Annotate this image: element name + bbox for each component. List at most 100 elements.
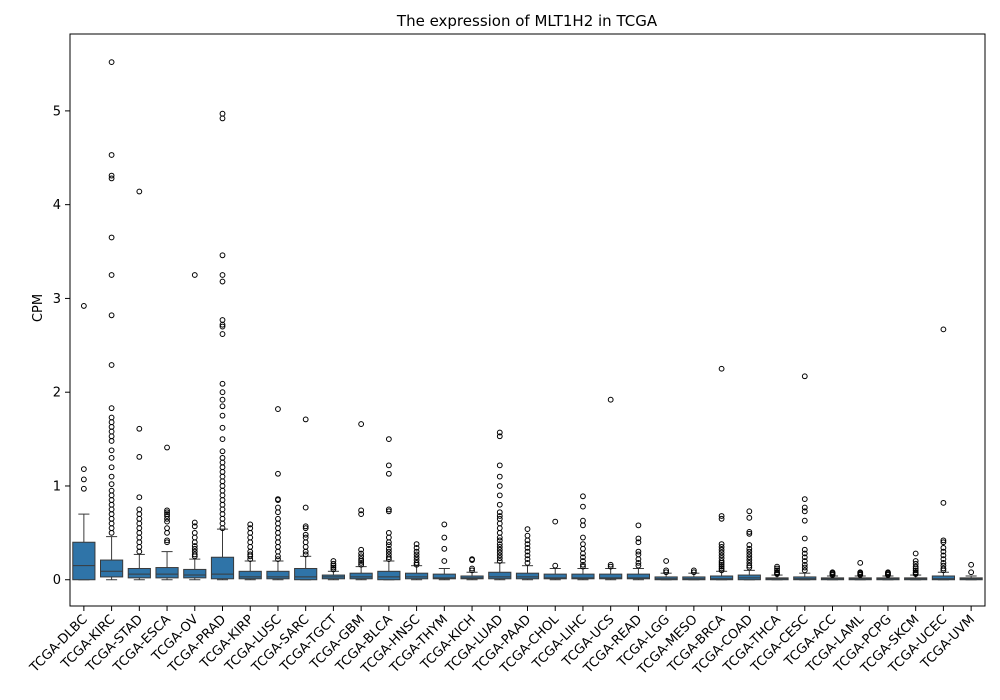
outlier-point [940, 544, 947, 551]
outlier-point [663, 567, 670, 574]
outlier-point [385, 556, 392, 563]
box-iqr [515, 572, 540, 580]
outlier-point [801, 504, 808, 511]
box-iqr [210, 556, 235, 580]
outlier-point [385, 529, 392, 536]
outlier-point [524, 541, 531, 548]
outlier-point [330, 562, 337, 569]
outlier-point [302, 531, 309, 538]
box-iqr [931, 575, 955, 581]
y-axis-label: CPM [31, 294, 46, 322]
outlier-point [441, 534, 448, 541]
outlier-point [746, 530, 753, 537]
outlier-point [191, 543, 198, 549]
outlier-point [136, 534, 143, 541]
outlier-point [358, 546, 365, 553]
outlier-point [524, 552, 531, 559]
box-group [72, 303, 96, 581]
outlier-point [191, 553, 198, 560]
outlier-point [136, 494, 143, 501]
outlier-point [718, 563, 725, 570]
outlier-point [635, 539, 642, 546]
outlier-point [385, 539, 392, 546]
outlier-point [801, 508, 808, 515]
outlier-point [302, 416, 309, 423]
outlier-point [496, 509, 503, 516]
outlier-point [746, 542, 753, 548]
outlier-point [108, 428, 115, 435]
box-iqr [349, 572, 373, 580]
outlier-point [275, 406, 281, 412]
outlier-point [219, 389, 226, 396]
outlier-point [968, 561, 975, 568]
box-iqr [377, 570, 401, 581]
outlier-point [885, 572, 891, 578]
box-iqr [127, 567, 151, 579]
box-group [626, 522, 650, 581]
outlier-point [524, 544, 531, 551]
box-group [571, 493, 595, 581]
box-group [876, 569, 900, 581]
outlier-point [496, 549, 503, 556]
outlier-point [469, 567, 475, 574]
outlier-point [801, 535, 808, 542]
outlier-point [108, 529, 115, 536]
outlier-point [275, 534, 281, 541]
outlier-point [912, 558, 919, 564]
outlier-point [746, 529, 753, 535]
outlier-point [275, 497, 281, 503]
outlier-point [219, 492, 226, 499]
outlier-point [219, 448, 226, 455]
outlier-point [912, 571, 919, 578]
outlier-point [358, 558, 365, 564]
outlier-point [496, 473, 503, 480]
y-tick-label: 2 [53, 386, 61, 401]
outlier-point [635, 559, 642, 566]
outlier-point [940, 552, 947, 559]
outlier-point [801, 517, 808, 524]
box-iqr [543, 573, 567, 580]
outlier-point [385, 508, 392, 515]
outlier-point [108, 454, 115, 461]
outlier-point [552, 562, 559, 569]
outlier-point [219, 317, 226, 323]
outlier-point [718, 552, 725, 559]
outlier-point [275, 509, 281, 516]
outlier-point [191, 545, 198, 552]
outlier-point [191, 551, 198, 558]
y-tick-label: 5 [53, 104, 61, 119]
outlier-point [80, 303, 87, 309]
outlier-point [219, 515, 226, 522]
outlier-point [136, 525, 143, 532]
box-group [183, 272, 207, 581]
outlier-point [524, 526, 531, 533]
outlier-point [275, 548, 281, 555]
outlier-point [247, 539, 254, 546]
outlier-point [275, 556, 281, 563]
box-iqr [183, 568, 207, 579]
outlier-point [302, 523, 309, 530]
outlier-point [108, 515, 115, 522]
plot-area [72, 59, 983, 581]
outlier-point [108, 481, 115, 487]
outlier-point [164, 509, 170, 516]
outlier-point [746, 557, 753, 563]
box-group [931, 326, 955, 581]
outlier-point [718, 541, 725, 548]
outlier-point [496, 555, 503, 562]
outlier-point [136, 520, 143, 527]
outlier-point [275, 504, 281, 511]
box-group [710, 365, 734, 581]
outlier-point [801, 564, 808, 571]
outlier-point [940, 499, 947, 506]
outlier-point [413, 548, 420, 555]
outlier-point [496, 529, 503, 536]
outlier-point [219, 497, 226, 503]
outlier-point [164, 513, 170, 519]
outlier-point [413, 551, 420, 558]
outlier-point [108, 423, 115, 430]
box-group [488, 429, 512, 581]
outlier-point [718, 559, 725, 566]
chart-title: The expression of MLT1H2 in TCGA [396, 12, 658, 30]
outlier-point [413, 561, 420, 568]
